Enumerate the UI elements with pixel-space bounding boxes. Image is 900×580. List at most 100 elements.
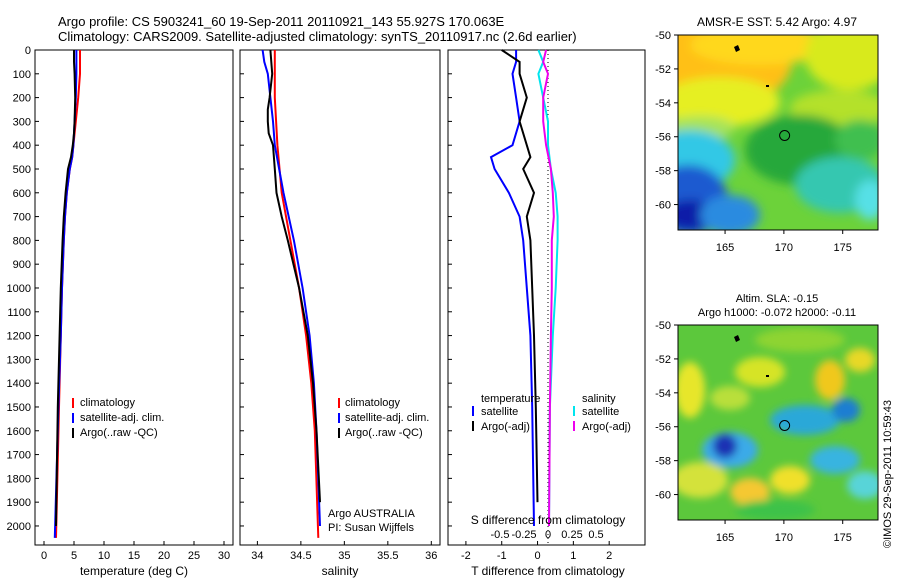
legend-label-argo: Argo(..raw -QC) <box>80 427 158 439</box>
legend-label-s-argo: Argo(-adj) <box>582 421 631 433</box>
lon-tick-label: 175 <box>834 532 852 544</box>
temperature-legend: climatology satellite-adj. clim. Argo(..… <box>72 397 164 439</box>
s-tick-label: 0 <box>545 529 551 541</box>
argo-position-marker <box>779 420 791 432</box>
depth-tick-label: 700 <box>13 212 31 224</box>
depth-tick-label: 600 <box>13 188 31 200</box>
legend-title-salinity: salinity <box>582 393 616 405</box>
x-tick-label: 25 <box>188 550 200 562</box>
series-line-argo-raw-qc- <box>266 49 321 503</box>
legend-label-climatology: climatology <box>80 397 136 409</box>
lon-tick-label: 165 <box>716 242 734 254</box>
series-line-satellite-adj-clim- <box>261 49 321 527</box>
lat-tick-label: -54 <box>655 98 671 110</box>
x-tick-label: 1 <box>570 550 576 562</box>
s-difference-xlabel: S difference from climatology <box>471 513 626 527</box>
lat-tick-label: -54 <box>655 388 671 400</box>
legend-label-s-satellite: satellite <box>582 406 619 418</box>
x-tick-label: 0 <box>534 550 540 562</box>
lon-tick-label: 170 <box>775 242 793 254</box>
lat-tick-label: -56 <box>655 422 671 434</box>
sst-map: AMSR-E SST: 5.42 Argo: 4.97 <box>655 15 879 254</box>
x-tick-label: 35.5 <box>377 550 398 562</box>
x-tick-label: -1 <box>497 550 507 562</box>
s-tick-label: 0.5 <box>588 529 603 541</box>
depth-tick-label: 0 <box>25 45 31 57</box>
x-tick-label: 2 <box>606 550 612 562</box>
depth-tick-label: 900 <box>13 259 31 271</box>
difference-axes <box>447 49 646 546</box>
depth-tick-label: 200 <box>13 93 31 105</box>
x-tick-label: -2 <box>461 550 471 562</box>
depth-tick-label: 400 <box>13 140 31 152</box>
sst-map-title: AMSR-E SST: 5.42 Argo: 4.97 <box>697 15 857 29</box>
sla-map-frame <box>677 324 879 521</box>
depth-tick-label: 1700 <box>7 450 31 462</box>
x-tick-label: 30 <box>218 550 230 562</box>
depth-tick-label: 100 <box>13 69 31 81</box>
x-tick-label: 34 <box>251 550 263 562</box>
legend-label-t-argo: Argo(-adj) <box>481 421 530 433</box>
sla-island-marker <box>734 335 740 342</box>
lon-tick-label: 165 <box>716 532 734 544</box>
title-line-2: Climatology: CARS2009. Satellite-adjuste… <box>58 29 577 44</box>
depth-tick-label: 1800 <box>7 473 31 485</box>
s-tick-label: 0.25 <box>561 529 582 541</box>
legend-label-satellite-adj: satellite-adj. clim. <box>80 412 164 424</box>
x-tick-label: 0 <box>41 550 47 562</box>
depth-tick-label: 300 <box>13 116 31 128</box>
lat-tick-label: -52 <box>655 354 671 366</box>
sla-island-marker <box>766 375 769 377</box>
argo-program-label: Argo AUSTRALIA <box>328 508 415 520</box>
s-tick-label: -0.5 <box>491 529 510 541</box>
sla-map: Altim. SLA: -0.15 Argo h1000: -0.072 h20… <box>655 293 879 544</box>
argo-pi-label: PI: Susan Wijffels <box>328 522 414 534</box>
depth-tick-label: 800 <box>13 235 31 247</box>
lat-tick-label: -58 <box>655 166 671 178</box>
lon-tick-label: 175 <box>834 242 852 254</box>
depth-tick-label: 1000 <box>7 283 31 295</box>
sla-field <box>678 325 878 520</box>
legend-label-argo: Argo(..raw -QC) <box>345 427 423 439</box>
series-line-climatology <box>55 50 81 538</box>
x-tick-label: 15 <box>128 550 140 562</box>
depth-tick-label: 1400 <box>7 378 31 390</box>
s-tick-label: -0.25 <box>511 529 536 541</box>
depth-tick-label: 1100 <box>7 307 31 319</box>
sla-map-title-line-2: Argo h1000: -0.072 h2000: -0.11 <box>698 307 856 319</box>
salinity-axes <box>239 49 441 546</box>
x-tick-label: 35 <box>338 550 350 562</box>
depth-tick-label: 1500 <box>7 402 31 414</box>
sst-field <box>678 35 878 230</box>
sla-map-title-line-1: Altim. SLA: -0.15 <box>736 293 819 305</box>
salinity-legend: climatology satellite-adj. clim. Argo(..… <box>338 397 429 439</box>
legend-title-temperature: temperature <box>481 393 540 405</box>
depth-tick-label: 1900 <box>7 497 31 509</box>
x-tick-label: 34.5 <box>290 550 311 562</box>
x-tick-label: 20 <box>158 550 170 562</box>
series-line-temperature-satellite <box>489 50 535 527</box>
depth-tick-label: 1200 <box>7 331 31 343</box>
lat-tick-label: -50 <box>655 320 671 332</box>
copyright-timestamp: ©IMOS 29-Sep-2011 10:59:43 <box>882 400 894 548</box>
series-line-climatology <box>273 50 320 538</box>
legend-label-climatology: climatology <box>345 397 401 409</box>
argo-position-marker <box>779 130 791 142</box>
salinity-xlabel: salinity <box>322 564 359 578</box>
temperature-panel: 0100200300400500600700800900100011001200… <box>7 45 234 578</box>
salinity-panel: 34 34.5 35 35.5 36 climatology satellite-adj… <box>239 49 441 578</box>
difference-panel: -2 -1 0 1 2 -0.5 -0.25 0 0.25 0.5 temperature sat… <box>447 49 646 578</box>
sst-island-marker <box>734 45 740 52</box>
lat-tick-label: -56 <box>655 132 671 144</box>
series-line-temperature-argo-adj- <box>501 49 539 503</box>
difference-legend: temperature satellite Argo(-adj) salinit… <box>472 393 631 433</box>
lat-tick-label: -52 <box>655 64 671 76</box>
sst-map-frame <box>677 34 879 231</box>
series-line-salinity-argo-adj- <box>542 49 555 527</box>
lat-tick-label: -60 <box>655 490 671 502</box>
title-line-1: Argo profile: CS 5903241_60 19-Sep-2011 … <box>58 14 505 29</box>
lon-tick-label: 170 <box>775 532 793 544</box>
temperature-axes <box>34 49 234 546</box>
depth-tick-label: 500 <box>13 164 31 176</box>
